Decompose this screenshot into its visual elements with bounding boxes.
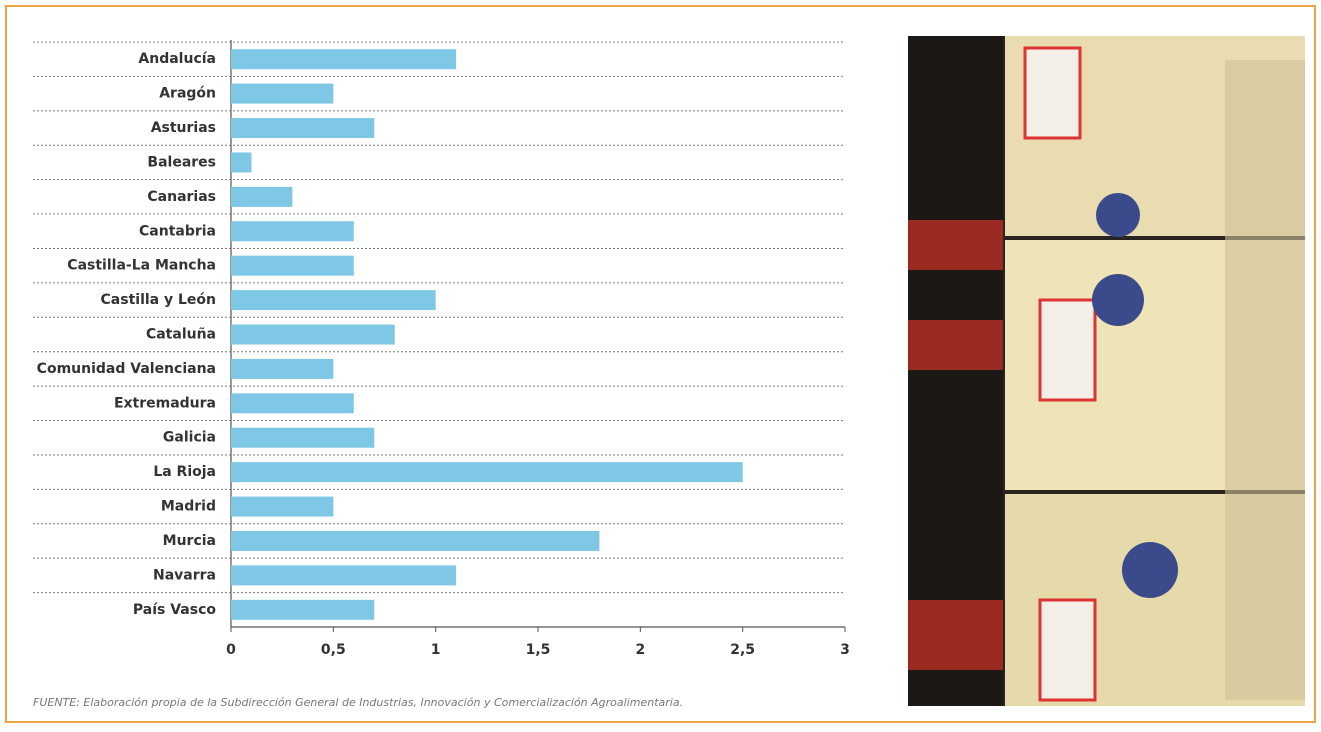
y-tick-label: Cantabria <box>139 223 216 239</box>
y-tick-label: Asturias <box>151 120 216 136</box>
bar <box>231 393 354 414</box>
y-tick-label: Navarra <box>153 567 216 583</box>
bar <box>231 152 252 173</box>
bar <box>231 427 375 448</box>
y-tick-label: Castilla-La Mancha <box>67 258 216 274</box>
bar <box>231 530 600 551</box>
x-tick-label: 1,5 <box>526 642 551 658</box>
bar <box>231 83 334 104</box>
y-tick-label: Murcia <box>163 533 216 549</box>
bar <box>231 599 375 620</box>
y-tick-label: Comunidad Valenciana <box>37 361 216 377</box>
x-tick-label: 2,5 <box>730 642 755 658</box>
bar <box>231 290 436 311</box>
y-tick-label: Madrid <box>161 499 216 515</box>
source-note: FUENTE: Elaboración propia de la Subdire… <box>33 696 683 709</box>
y-tick-label: Cataluña <box>146 327 216 343</box>
x-tick-label: 0 <box>226 642 236 658</box>
bar <box>231 324 395 345</box>
y-tick-label: País Vasco <box>133 602 216 618</box>
bar <box>231 221 354 242</box>
bar <box>231 255 354 276</box>
y-tick-label: La Rioja <box>153 464 216 480</box>
x-tick-label: 0,5 <box>321 642 346 658</box>
y-tick-label: Aragón <box>159 86 216 102</box>
bar <box>231 462 743 483</box>
y-tick-label: Extremadura <box>114 395 216 411</box>
bar <box>231 565 457 586</box>
x-tick-label: 1 <box>431 642 441 658</box>
y-tick-label: Galicia <box>163 430 216 446</box>
photo <box>908 36 1305 706</box>
y-tick-label: Canarias <box>147 189 216 205</box>
x-tick-label: 2 <box>635 642 645 658</box>
x-tick-label: 3 <box>840 642 850 658</box>
bar <box>231 118 375 139</box>
y-tick-label: Castilla y León <box>101 292 216 308</box>
y-tick-label: Andalucía <box>138 51 216 67</box>
bar <box>231 358 334 379</box>
bar <box>231 496 334 517</box>
y-tick-label: Baleares <box>147 154 216 170</box>
bar <box>231 186 293 207</box>
bar <box>231 49 457 70</box>
